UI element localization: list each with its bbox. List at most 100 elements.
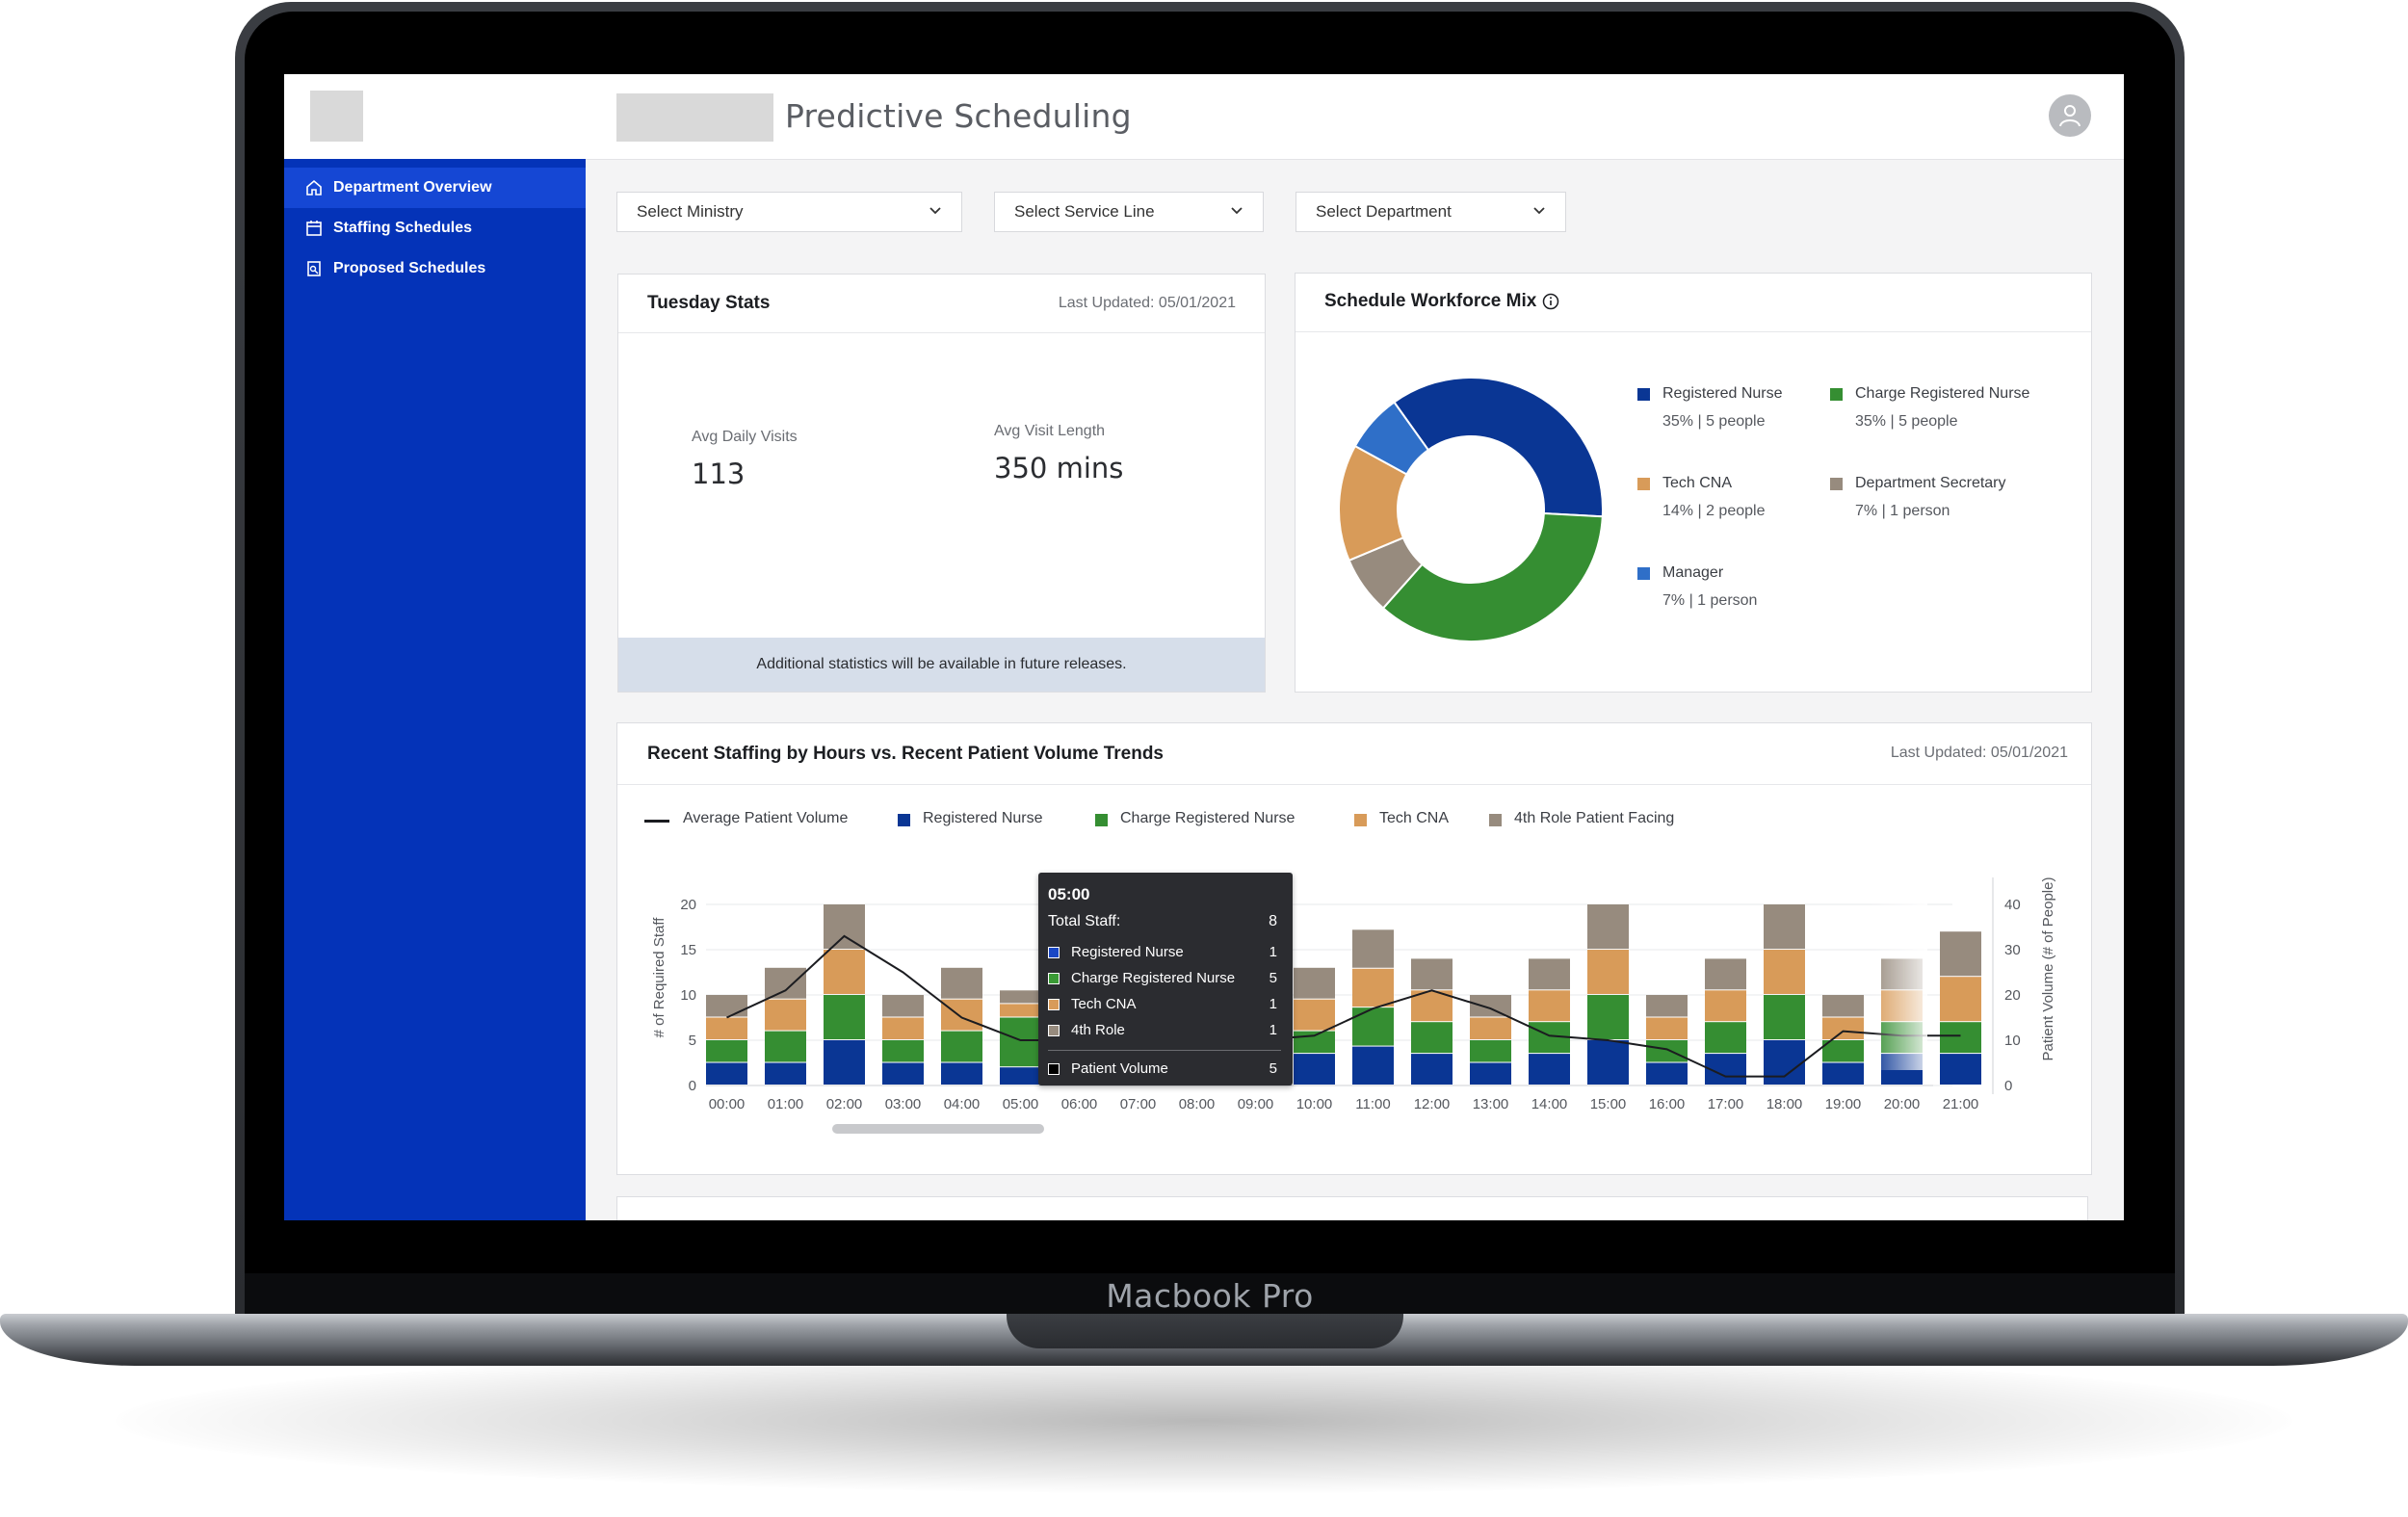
bar-segment-tech-cna[interactable] — [1940, 977, 1981, 1022]
bar-segment-registered-nurse[interactable] — [1587, 1040, 1629, 1085]
bar-segment-tech-cna[interactable] — [706, 1017, 747, 1040]
bar-segment-charge-registered-nurse[interactable] — [1352, 1007, 1394, 1046]
bar-segment-charge-registered-nurse[interactable] — [1940, 1022, 1981, 1054]
x-tick-label: 17:00 — [1708, 1096, 1744, 1112]
bar-segment-4th-role-patient-facing[interactable] — [1294, 967, 1335, 999]
laptop-shadow — [116, 1348, 2292, 1493]
x-tick-label: 00:00 — [709, 1096, 746, 1112]
bar-segment-tech-cna[interactable] — [1764, 950, 1805, 994]
x-tick-label: 15:00 — [1590, 1096, 1627, 1112]
bar-segment-tech-cna[interactable] — [1646, 1017, 1688, 1040]
avg-visit-length-value: 350 mins — [994, 452, 1124, 484]
bar-segment-charge-registered-nurse[interactable] — [1294, 1031, 1335, 1054]
bar-segment-4th-role-patient-facing[interactable] — [1940, 931, 1981, 977]
sidebar-item-proposed-schedules[interactable]: Proposed Schedules — [284, 248, 586, 289]
bar-segment-charge-registered-nurse[interactable] — [706, 1040, 747, 1062]
donut-slice-manager[interactable] — [1353, 401, 1430, 476]
next-card — [616, 1196, 2088, 1220]
bar-segment-tech-cna[interactable] — [1587, 950, 1629, 994]
ministry-select[interactable]: Select Ministry — [616, 192, 962, 232]
bar-segment-registered-nurse[interactable] — [1764, 1040, 1805, 1085]
bar-segment-charge-registered-nurse[interactable] — [1000, 1017, 1041, 1067]
bar-segment-4th-role-patient-facing[interactable] — [1000, 990, 1041, 1004]
service-line-select[interactable]: Select Service Line — [994, 192, 1264, 232]
bar-segment-charge-registered-nurse[interactable] — [1411, 1022, 1453, 1054]
bar-segment-4th-role-patient-facing[interactable] — [1529, 958, 1570, 990]
bar-segment-charge-registered-nurse[interactable] — [1587, 995, 1629, 1039]
app-header: Predictive Scheduling — [284, 74, 2124, 160]
workforce-mix-header: Schedule Workforce Mix — [1296, 274, 2091, 332]
bar-segment-tech-cna[interactable] — [1000, 1004, 1041, 1017]
bar-segment-registered-nurse[interactable] — [882, 1062, 924, 1085]
bar-segment-tech-cna[interactable] — [941, 999, 982, 1031]
calendar-icon — [306, 221, 322, 236]
bar-segment-registered-nurse[interactable] — [1646, 1062, 1688, 1085]
legend-meta: 7% | 1 person — [1662, 592, 1758, 609]
bar-segment-4th-role-patient-facing[interactable] — [706, 995, 747, 1017]
user-avatar[interactable] — [2049, 94, 2091, 137]
bar-segment-charge-registered-nurse[interactable] — [1705, 1022, 1746, 1054]
bar-segment-tech-cna[interactable] — [1705, 990, 1746, 1022]
sidebar-item-department-overview[interactable]: Department Overview — [284, 168, 586, 208]
legend-label: Registered Nurse — [1662, 385, 1783, 402]
bar-segment-registered-nurse[interactable] — [1352, 1046, 1394, 1085]
bar-segment-4th-role-patient-facing[interactable] — [1764, 904, 1805, 949]
bar-segment-4th-role-patient-facing[interactable] — [1587, 904, 1629, 949]
donut-slice-charge-registered-nurse[interactable] — [1381, 511, 1604, 642]
user-icon — [2059, 105, 2081, 127]
x-tick-label: 20:00 — [1884, 1096, 1921, 1112]
bar-segment-charge-registered-nurse[interactable] — [1822, 1040, 1864, 1062]
horizontal-scrollbar-thumb[interactable] — [832, 1124, 1044, 1134]
bar-segment-tech-cna[interactable] — [765, 999, 806, 1031]
bar-segment-charge-registered-nurse[interactable] — [824, 995, 865, 1039]
bar-segment-registered-nurse[interactable] — [1294, 1054, 1335, 1085]
bar-segment-tech-cna[interactable] — [1470, 1017, 1511, 1040]
bar-segment-4th-role-patient-facing[interactable] — [1470, 995, 1511, 1017]
bar-segment-charge-registered-nurse[interactable] — [1646, 1040, 1688, 1062]
bar-segment-charge-registered-nurse[interactable] — [765, 1031, 806, 1062]
bar-segment-charge-registered-nurse[interactable] — [1764, 995, 1805, 1039]
bar-segment-registered-nurse[interactable] — [941, 1062, 982, 1085]
bar-segment-4th-role-patient-facing[interactable] — [1822, 995, 1864, 1017]
legend-label: Charge Registered Nurse — [1120, 810, 1296, 826]
bar-segment-4th-role-patient-facing[interactable] — [882, 995, 924, 1017]
bar-segment-4th-role-patient-facing[interactable] — [1646, 995, 1688, 1017]
bar-segment-tech-cna[interactable] — [1352, 968, 1394, 1007]
page-title: Predictive Scheduling — [785, 97, 1132, 135]
bar-segment-registered-nurse[interactable] — [765, 1062, 806, 1085]
bar-segment-tech-cna[interactable] — [1529, 990, 1570, 1022]
department-select[interactable]: Select Department — [1296, 192, 1566, 232]
bar-segment-tech-cna[interactable] — [824, 950, 865, 994]
legend-swatch — [1637, 567, 1650, 580]
bar-segment-registered-nurse[interactable] — [824, 1040, 865, 1085]
stats-card-title: Tuesday Stats — [647, 293, 771, 313]
bar-segment-4th-role-patient-facing[interactable] — [941, 967, 982, 999]
bar-segment-4th-role-patient-facing[interactable] — [765, 967, 806, 999]
sidebar-item-staffing-schedules[interactable]: Staffing Schedules — [284, 208, 586, 248]
bar-segment-registered-nurse[interactable] — [1411, 1054, 1453, 1085]
bar-segment-registered-nurse[interactable] — [1470, 1062, 1511, 1085]
bar-segment-4th-role-patient-facing[interactable] — [1352, 929, 1394, 968]
bar-segment-tech-cna[interactable] — [1822, 1017, 1864, 1040]
legend-meta: 14% | 2 people — [1662, 503, 1766, 519]
bar-segment-4th-role-patient-facing[interactable] — [1411, 958, 1453, 990]
bar-segment-4th-role-patient-facing[interactable] — [824, 904, 865, 949]
y-axis-label: # of Required Staff — [651, 917, 667, 1038]
bar-segment-charge-registered-nurse[interactable] — [882, 1040, 924, 1062]
bar-segment-registered-nurse[interactable] — [1529, 1054, 1570, 1085]
chart-tooltip: 05:00 Total Staff: 8 Registered Nurse 1 Ch… — [1038, 873, 1293, 1085]
bar-segment-charge-registered-nurse[interactable] — [941, 1031, 982, 1062]
bar-segment-registered-nurse[interactable] — [1940, 1054, 1981, 1085]
donut-slice-registered-nurse[interactable] — [1393, 377, 1604, 518]
info-icon[interactable] — [1542, 293, 1559, 310]
bar-segment-charge-registered-nurse[interactable] — [1470, 1040, 1511, 1062]
bar-segment-registered-nurse[interactable] — [1000, 1067, 1041, 1085]
bar-segment-4th-role-patient-facing[interactable] — [1705, 958, 1746, 990]
bar-segment-tech-cna[interactable] — [1294, 999, 1335, 1031]
stats-card-header: Tuesday Stats Last Updated: 05/01/2021 — [618, 275, 1265, 333]
service-line-select-label: Select Service Line — [1014, 202, 1155, 221]
bar-segment-tech-cna[interactable] — [882, 1017, 924, 1040]
bar-segment-registered-nurse[interactable] — [706, 1062, 747, 1085]
bar-segment-registered-nurse[interactable] — [1822, 1062, 1864, 1085]
stats-card-updated: Last Updated: 05/01/2021 — [1058, 295, 1236, 311]
